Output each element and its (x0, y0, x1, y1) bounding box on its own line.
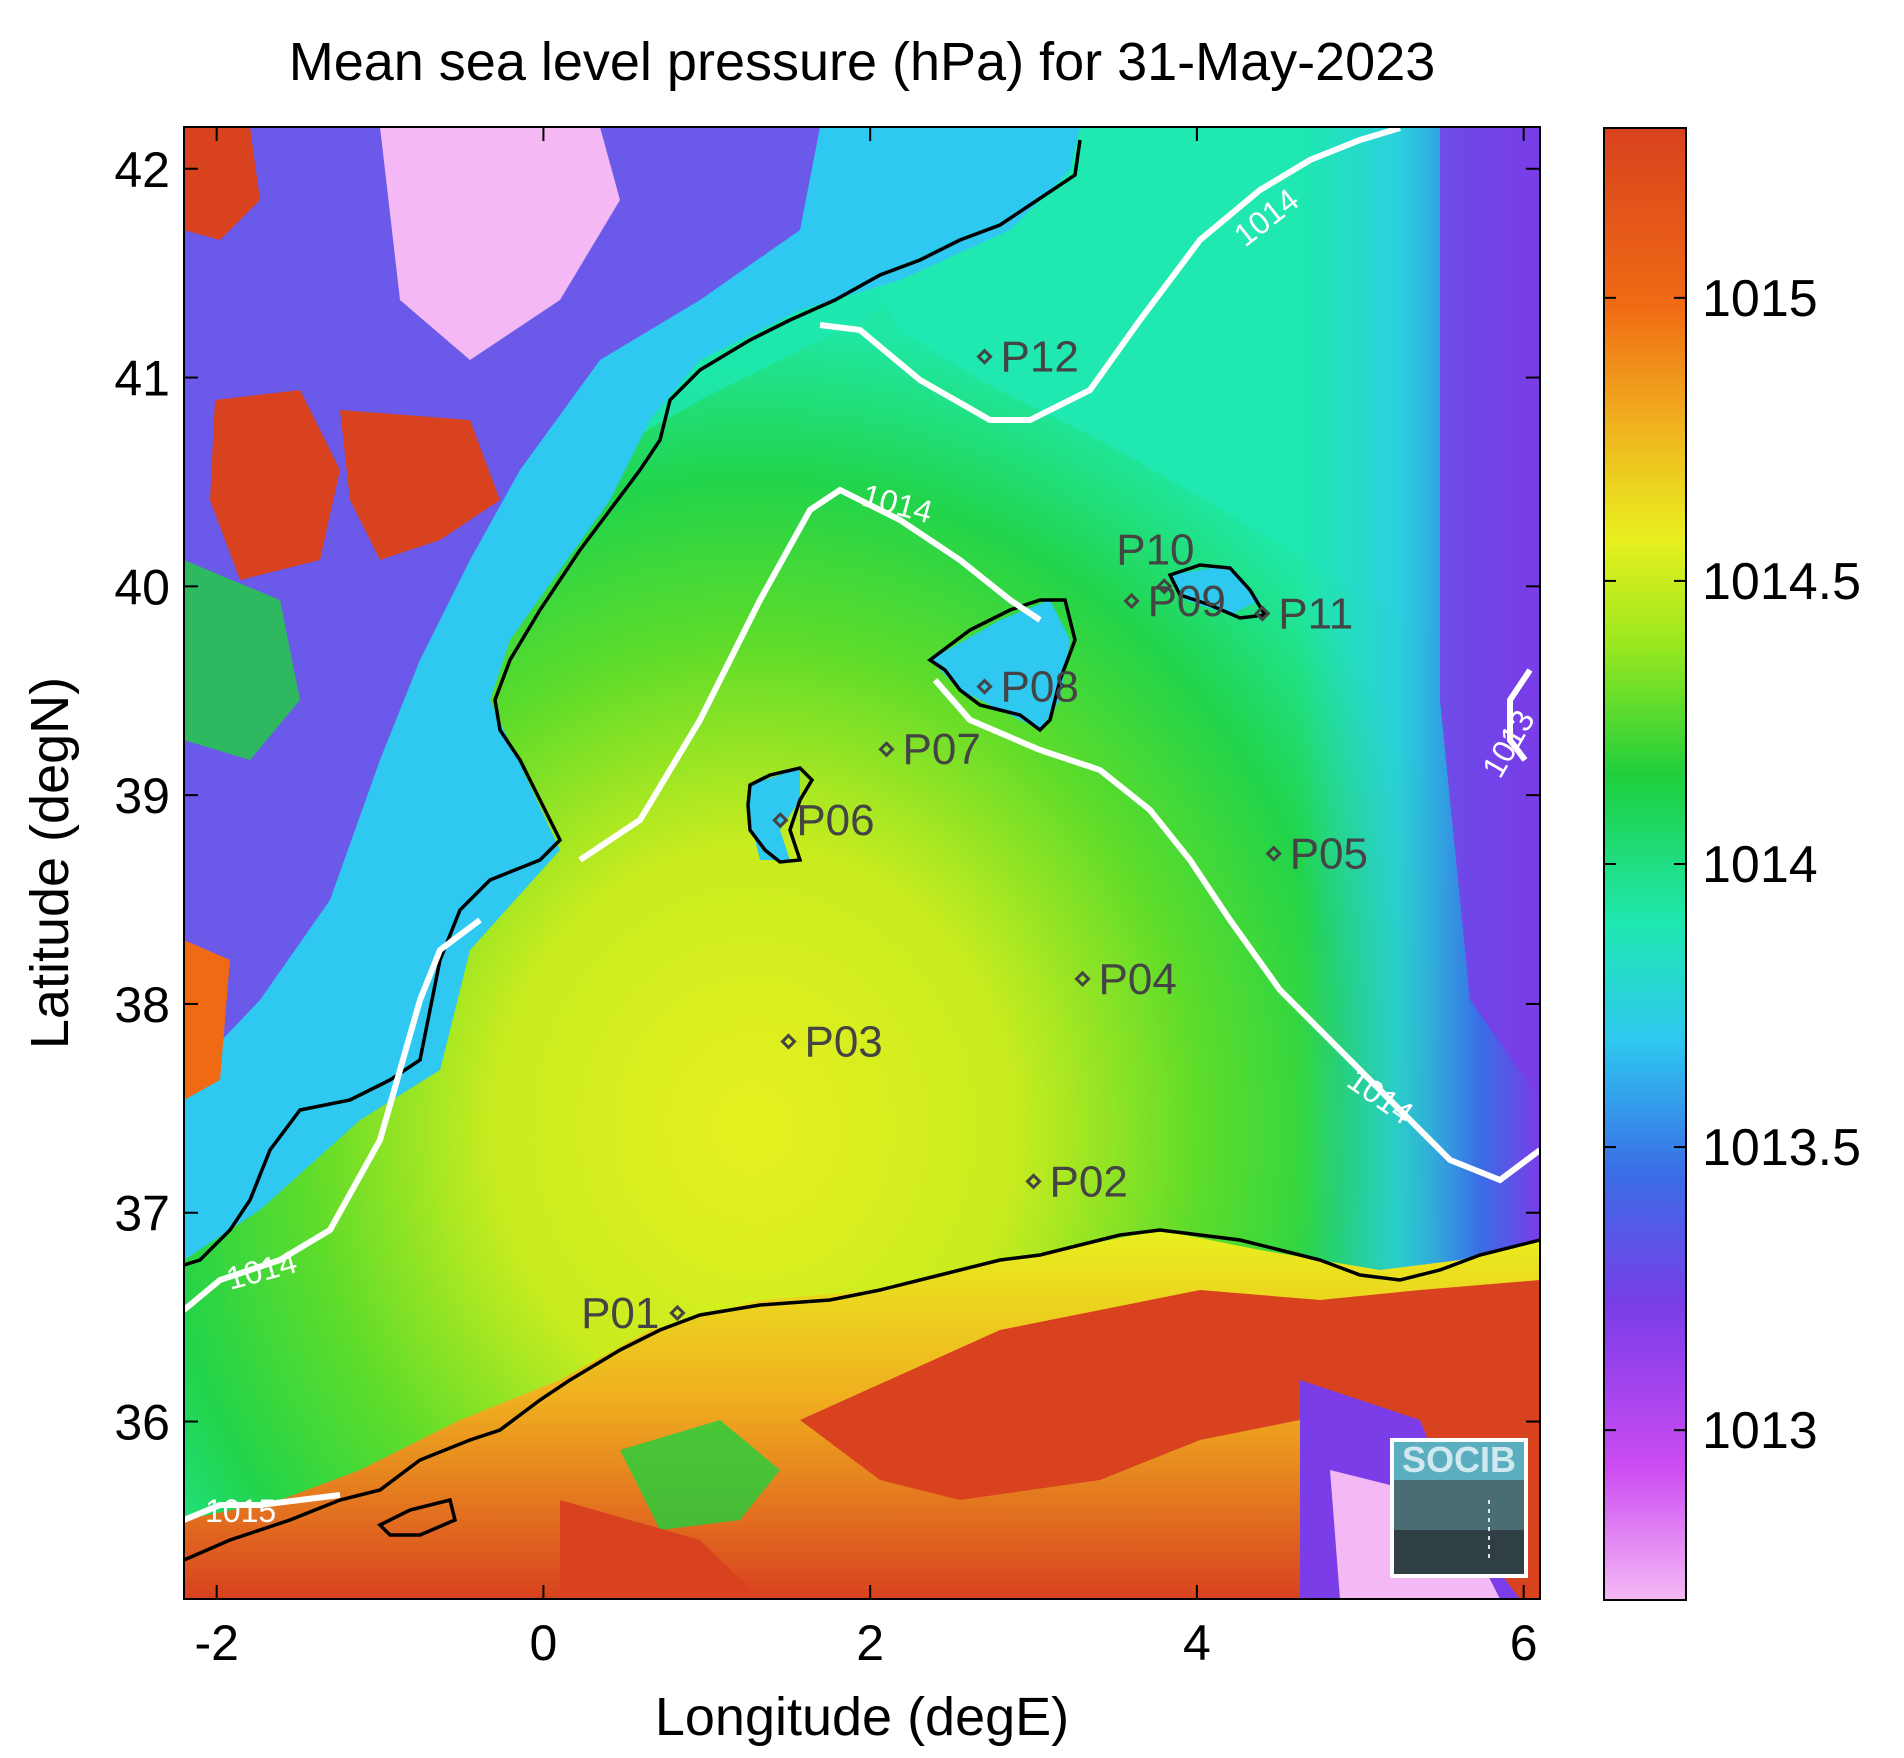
y-tick-label: 39 (114, 768, 170, 824)
station-marker (1074, 970, 1091, 988)
colorbar-tick-label: 1014 (1702, 836, 1818, 894)
station-marker (976, 348, 993, 365)
station-marker (1123, 592, 1140, 610)
chart-title: Mean sea level pressure (hPa) for 31-May… (289, 32, 1436, 92)
y-tick-label: 38 (114, 977, 170, 1033)
station-marker (669, 1304, 686, 1322)
socib-logo: SOCIB (1390, 1438, 1528, 1578)
station-marker (772, 812, 789, 829)
y-tick-label: 37 (114, 1186, 170, 1242)
y-tick-label: 40 (114, 559, 170, 615)
station-label: P08 (1001, 663, 1079, 712)
logo-text: SOCIB (1402, 1439, 1516, 1480)
colorbar-tick-label: 1013.5 (1702, 1119, 1861, 1177)
contour-lines (184, 127, 1540, 1523)
x-tick-label: -2 (194, 1615, 238, 1671)
station-marker (1265, 845, 1282, 862)
pressure-field (184, 127, 1540, 1599)
station-label: P03 (804, 1018, 882, 1067)
y-tick-label: 42 (114, 142, 170, 198)
station-marker (1025, 1173, 1042, 1190)
colorbar-tick-label: 1013 (1702, 1402, 1818, 1460)
contour-label: 1015 (205, 1493, 276, 1529)
colorbar-tick-label: 1014.5 (1702, 553, 1861, 611)
station-marker (976, 678, 993, 695)
station-marker (1254, 605, 1271, 622)
station-label: P05 (1290, 830, 1368, 879)
station-label: P02 (1050, 1157, 1128, 1206)
y-tick-label: 36 (114, 1395, 170, 1451)
colorbar-tick-label: 1015 (1702, 270, 1818, 328)
station-label: P10 (1116, 525, 1194, 574)
plot-frame (183, 126, 1541, 1600)
station-label: P11 (1278, 589, 1353, 638)
station-marker (1156, 578, 1173, 595)
x-tick-label: 4 (1183, 1615, 1211, 1671)
x-axis-label: Longitude (degE) (655, 1687, 1069, 1747)
colorbar (1603, 127, 1687, 1601)
station-label: P06 (796, 796, 874, 845)
station-label: P01 (581, 1289, 659, 1338)
station-label: P07 (903, 725, 981, 774)
station-marker (780, 1033, 797, 1050)
y-axis-ticks: 36 37 38 39 40 41 42 (114, 142, 1540, 1451)
x-tick-label: 2 (856, 1615, 884, 1671)
station-marker (878, 741, 895, 758)
x-tick-label: 6 (1510, 1615, 1538, 1671)
y-axis-label: Latitude (degN) (20, 677, 80, 1049)
colorbar-ticks: 1013 1013.5 1014 1014.5 1015 (1604, 270, 1861, 1460)
x-tick-label: 0 (530, 1615, 558, 1671)
x-axis-ticks: -2 0 2 4 6 (194, 127, 1538, 1671)
station-label: P04 (1099, 955, 1177, 1004)
station-label: P12 (1001, 333, 1079, 382)
y-tick-label: 41 (114, 351, 170, 407)
